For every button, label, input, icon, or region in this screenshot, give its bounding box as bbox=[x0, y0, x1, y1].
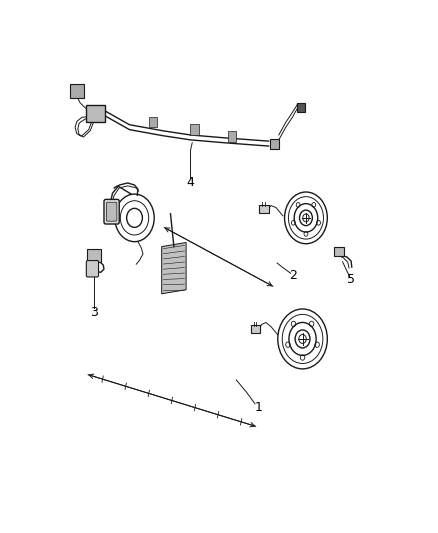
FancyBboxPatch shape bbox=[334, 247, 344, 256]
FancyBboxPatch shape bbox=[149, 117, 157, 127]
FancyBboxPatch shape bbox=[70, 84, 84, 98]
Text: 5: 5 bbox=[347, 273, 355, 286]
Text: 2: 2 bbox=[290, 269, 297, 282]
FancyBboxPatch shape bbox=[191, 124, 198, 135]
FancyBboxPatch shape bbox=[86, 104, 105, 122]
Text: 3: 3 bbox=[90, 306, 98, 319]
FancyBboxPatch shape bbox=[86, 261, 99, 277]
Polygon shape bbox=[162, 243, 186, 294]
Text: 4: 4 bbox=[187, 176, 194, 189]
FancyBboxPatch shape bbox=[228, 132, 237, 142]
FancyBboxPatch shape bbox=[87, 249, 101, 262]
Text: 1: 1 bbox=[254, 401, 262, 414]
FancyBboxPatch shape bbox=[259, 205, 269, 213]
FancyBboxPatch shape bbox=[297, 102, 305, 111]
FancyBboxPatch shape bbox=[251, 325, 261, 333]
FancyBboxPatch shape bbox=[106, 202, 117, 221]
FancyBboxPatch shape bbox=[104, 199, 119, 224]
FancyBboxPatch shape bbox=[270, 139, 279, 149]
